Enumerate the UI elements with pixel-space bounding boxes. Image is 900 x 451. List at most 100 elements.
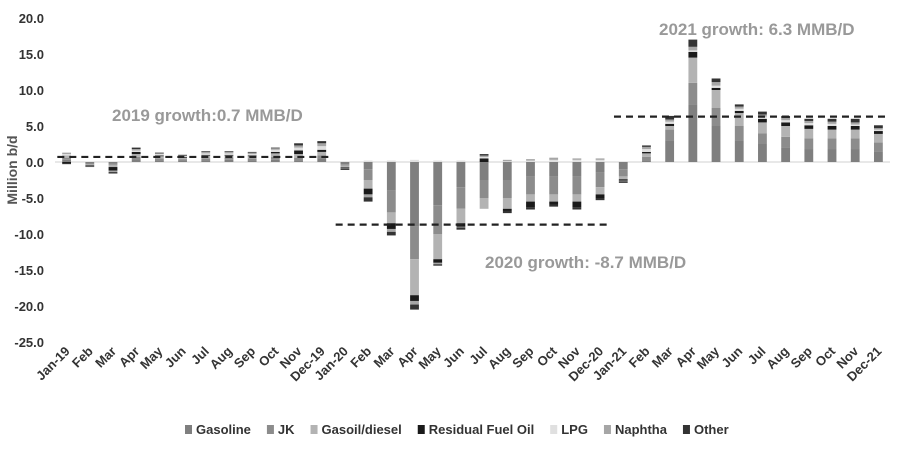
bar-other	[595, 198, 605, 201]
bar-jk	[108, 163, 118, 165]
bar-naphtha	[363, 194, 373, 198]
legend-swatch-residual-fuel-oil	[417, 425, 425, 434]
bar-lpg	[386, 160, 396, 162]
bar-other	[688, 39, 698, 47]
bar-gasoline	[595, 162, 605, 173]
bar-naphtha	[642, 146, 651, 150]
bar-jk	[62, 157, 72, 160]
bar-residual-fuel-oil	[711, 87, 721, 90]
growth-annotation: 2021 growth: 6.3 MMB/D	[659, 20, 855, 39]
x-tick-label: Jun	[440, 343, 467, 370]
bar-jk	[456, 187, 466, 209]
bar-gasoline	[62, 159, 72, 162]
bar-residual-fuel-oil	[618, 179, 628, 181]
bar-gasoline	[410, 162, 419, 227]
x-tick-label: Feb	[69, 343, 96, 370]
bar-other	[734, 104, 744, 107]
bar-lpg	[526, 160, 535, 162]
bar-gasoline	[502, 162, 512, 180]
bar-other	[827, 118, 837, 122]
bar-jk	[410, 226, 419, 260]
bar-residual-fuel-oil	[108, 167, 118, 171]
bar-gasoline	[270, 159, 280, 162]
bar-lpg	[108, 161, 118, 162]
bar-jk	[688, 82, 698, 105]
bar-naphtha	[804, 120, 814, 124]
bar-naphtha	[479, 155, 489, 157]
bar-lpg	[549, 159, 559, 162]
bar-lpg	[850, 124, 860, 126]
x-tick-label: Sep	[509, 343, 537, 371]
bar-gasoil-diesel	[85, 164, 95, 165]
bar-other	[178, 154, 187, 156]
bar-gasoline	[572, 162, 582, 177]
growth-annotation: 2019 growth:0.7 MMB/D	[112, 106, 303, 125]
bar-gasoline	[154, 160, 164, 162]
bar-gasoline	[85, 162, 95, 164]
bar-lpg	[873, 129, 883, 132]
bar-other	[386, 231, 396, 236]
y-tick-label: -5.0	[22, 191, 44, 206]
bar-naphtha	[270, 148, 280, 150]
bar-naphtha	[201, 151, 211, 154]
bar-gasoil-diesel	[758, 122, 767, 134]
x-tick-label: Jun	[162, 343, 189, 370]
bar-jk	[572, 176, 582, 195]
bar-naphtha	[850, 122, 860, 125]
y-tick-label: 15.0	[19, 47, 44, 62]
bar-naphtha	[827, 121, 837, 124]
bar-residual-fuel-oil	[433, 259, 443, 263]
annotations-layer: 2019 growth:0.7 MMB/D 2020 growth: -8.7 M…	[112, 20, 855, 272]
bar-residual-fuel-oil	[665, 123, 675, 126]
y-tick-label: -20.0	[14, 299, 44, 314]
bar-lpg	[734, 108, 744, 111]
bar-jk	[758, 133, 767, 144]
bar-jk	[247, 158, 257, 161]
bar-lpg	[618, 161, 628, 162]
bar-jk	[549, 176, 559, 195]
bar-lpg	[224, 153, 234, 155]
bar-naphtha	[410, 300, 419, 305]
bar-jk	[526, 176, 535, 195]
bar-gasoline	[247, 160, 257, 162]
bar-other	[131, 147, 141, 150]
x-tick-label: Apr	[116, 344, 142, 370]
bar-other	[850, 118, 860, 123]
bar-naphtha	[294, 145, 303, 148]
bar-gasoline	[479, 162, 489, 180]
bar-residual-fuel-oil	[549, 201, 559, 205]
bar-other	[526, 207, 535, 210]
bar-lpg	[781, 120, 791, 123]
bar-residual-fuel-oil	[873, 131, 883, 134]
bar-residual-fuel-oil	[410, 295, 419, 301]
bar-gasoline	[433, 162, 443, 206]
bar-gasoline	[804, 149, 814, 162]
x-tick-label: Oct	[812, 343, 838, 369]
bar-gasoline	[734, 140, 744, 162]
bar-gasoil-diesel	[502, 198, 512, 209]
x-tick-label: Mar	[370, 344, 397, 371]
bar-residual-fuel-oil	[62, 162, 72, 164]
bar-jk	[224, 157, 234, 160]
bar-other	[549, 204, 559, 207]
legend-label-other: Other	[694, 422, 729, 437]
bar-jk	[642, 156, 651, 161]
bar-gasoline	[618, 162, 628, 170]
bar-gasoline	[758, 144, 767, 162]
bar-lpg	[595, 159, 605, 162]
bar-residual-fuel-oil	[572, 201, 582, 208]
legend-swatch-jk	[266, 425, 274, 434]
x-tick-label: Aug	[207, 343, 236, 372]
bar-naphtha	[595, 158, 605, 160]
bar-other	[456, 227, 466, 230]
bar-gasoil-diesel	[340, 165, 350, 168]
bar-gasoil-diesel	[572, 194, 582, 202]
bar-gasoil-diesel	[456, 208, 466, 224]
y-tick-label: 0.0	[26, 155, 44, 170]
legend: Gasoline JK Gasoil/diesel Residual Fuel Oil…	[185, 422, 729, 437]
x-tick-label: Aug	[763, 343, 792, 372]
bar-lpg	[804, 123, 814, 126]
bar-lpg	[340, 161, 350, 162]
